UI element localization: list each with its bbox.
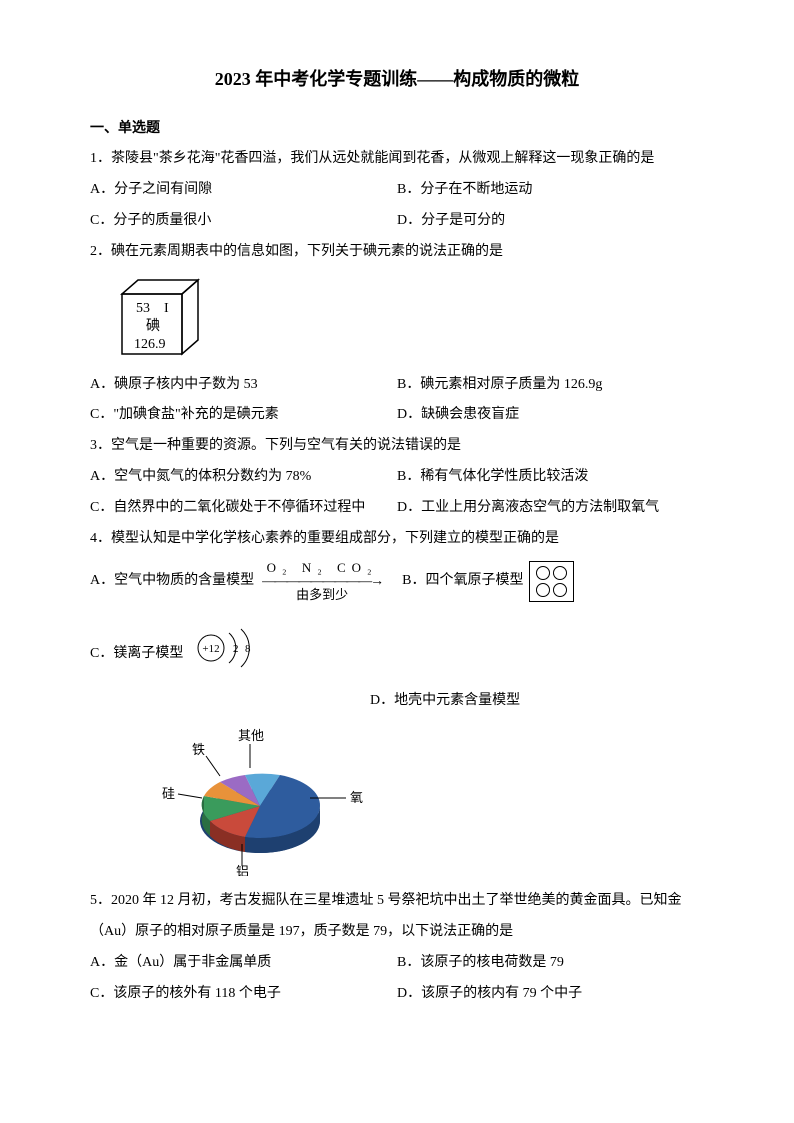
svg-text:53: 53 [136,301,150,316]
q4-optB-label: B．四个氧原子模型 [402,566,523,597]
q3-optA: A．空气中氮气的体积分数约为 78% [90,462,397,493]
question-5: 5．2020 年 12 月初，考古发掘队在三星堆遗址 5 号祭祀坑中出土了举世绝… [90,886,704,1009]
q5-optC: C．该原子的核外有 118 个电子 [90,979,397,1010]
q3-optB: B．稀有气体化学性质比较活泼 [397,462,704,493]
question-4: 4．模型认知是中学化学核心素养的重要组成部分，下列建立的模型正确的是 A．空气中… [90,524,704,877]
page-title: 2023 年中考化学专题训练——构成物质的微粒 [90,60,704,100]
svg-text:氧: 氧 [350,790,363,805]
q4-optA-label: A．空气中物质的含量模型 [90,566,254,597]
q1-optB: B．分子在不断地运动 [397,175,704,206]
crust-pie-chart: 其他 铁 硅 氧 铝 [150,726,390,876]
svg-text:I: I [164,301,169,316]
section-header: 一、单选题 [90,114,704,145]
q4-optD-label: D．地壳中元素含量模型 [370,686,520,717]
q2-optB: B．碘元素相对原子质量为 126.9g [397,370,704,401]
oxygen-atom-model [529,561,574,602]
q2-optC: C．"加碘食盐"补充的是碘元素 [90,400,397,431]
arrow-bottom: 由多到少 [296,587,348,603]
q2-optD: D．缺碘会患夜盲症 [397,400,704,431]
svg-text:碘: 碘 [146,318,160,334]
q2-text: 2．碘在元素周期表中的信息如图，下列关于碘元素的说法正确的是 [90,237,704,268]
q2-optA: A．碘原子核内中子数为 53 [90,370,397,401]
svg-text:硅: 硅 [162,786,175,801]
svg-text:铝: 铝 [236,864,249,876]
element-box-diagram: 53 I 碘 126.9 [110,274,220,364]
question-1: 1．茶陵县"茶乡花海"花香四溢，我们从远处就能闻到花香，从微观上解释这一现象正确… [90,144,704,236]
mg-ion-model: +12 2 8 [189,623,279,686]
svg-text:2: 2 [233,643,239,655]
q3-optC: C．自然界中的二氧化碳处于不停循环过程中 [90,493,397,524]
q5-optD: D．该原子的核内有 79 个中子 [397,979,704,1010]
q4-text: 4．模型认知是中学化学核心素养的重要组成部分，下列建立的模型正确的是 [90,524,704,555]
q1-optC: C．分子的质量很小 [90,206,397,237]
q1-text: 1．茶陵县"茶乡花海"花香四溢，我们从远处就能闻到花香，从微观上解释这一现象正确… [90,144,704,175]
svg-text:+12: +12 [203,643,220,655]
svg-text:126.9: 126.9 [134,337,166,352]
q5-optA: A．金（Au）属于非金属单质 [90,948,397,979]
svg-text:其他: 其他 [238,728,264,743]
arrow-diagram: O₂ N₂ CO₂ —————————→ 由多到少 [262,560,382,602]
question-2: 2．碘在元素周期表中的信息如图，下列关于碘元素的说法正确的是 53 I 碘 12… [90,237,704,431]
svg-text:8: 8 [245,643,251,655]
arrow-line-icon: —————————→ [262,576,382,587]
svg-text:铁: 铁 [192,742,205,757]
q3-optD: D．工业上用分离液态空气的方法制取氧气 [397,493,704,524]
q5-text: 5．2020 年 12 月初，考古发掘队在三星堆遗址 5 号祭祀坑中出土了举世绝… [90,886,704,948]
q4-optC-label: C．镁离子模型 [90,639,183,670]
q1-optA: A．分子之间有间隙 [90,175,397,206]
q5-optB: B．该原子的核电荷数是 79 [397,948,704,979]
question-3: 3．空气是一种重要的资源。下列与空气有关的说法错误的是 A．空气中氮气的体积分数… [90,431,704,523]
q1-optD: D．分子是可分的 [397,206,704,237]
q3-text: 3．空气是一种重要的资源。下列与空气有关的说法错误的是 [90,431,704,462]
